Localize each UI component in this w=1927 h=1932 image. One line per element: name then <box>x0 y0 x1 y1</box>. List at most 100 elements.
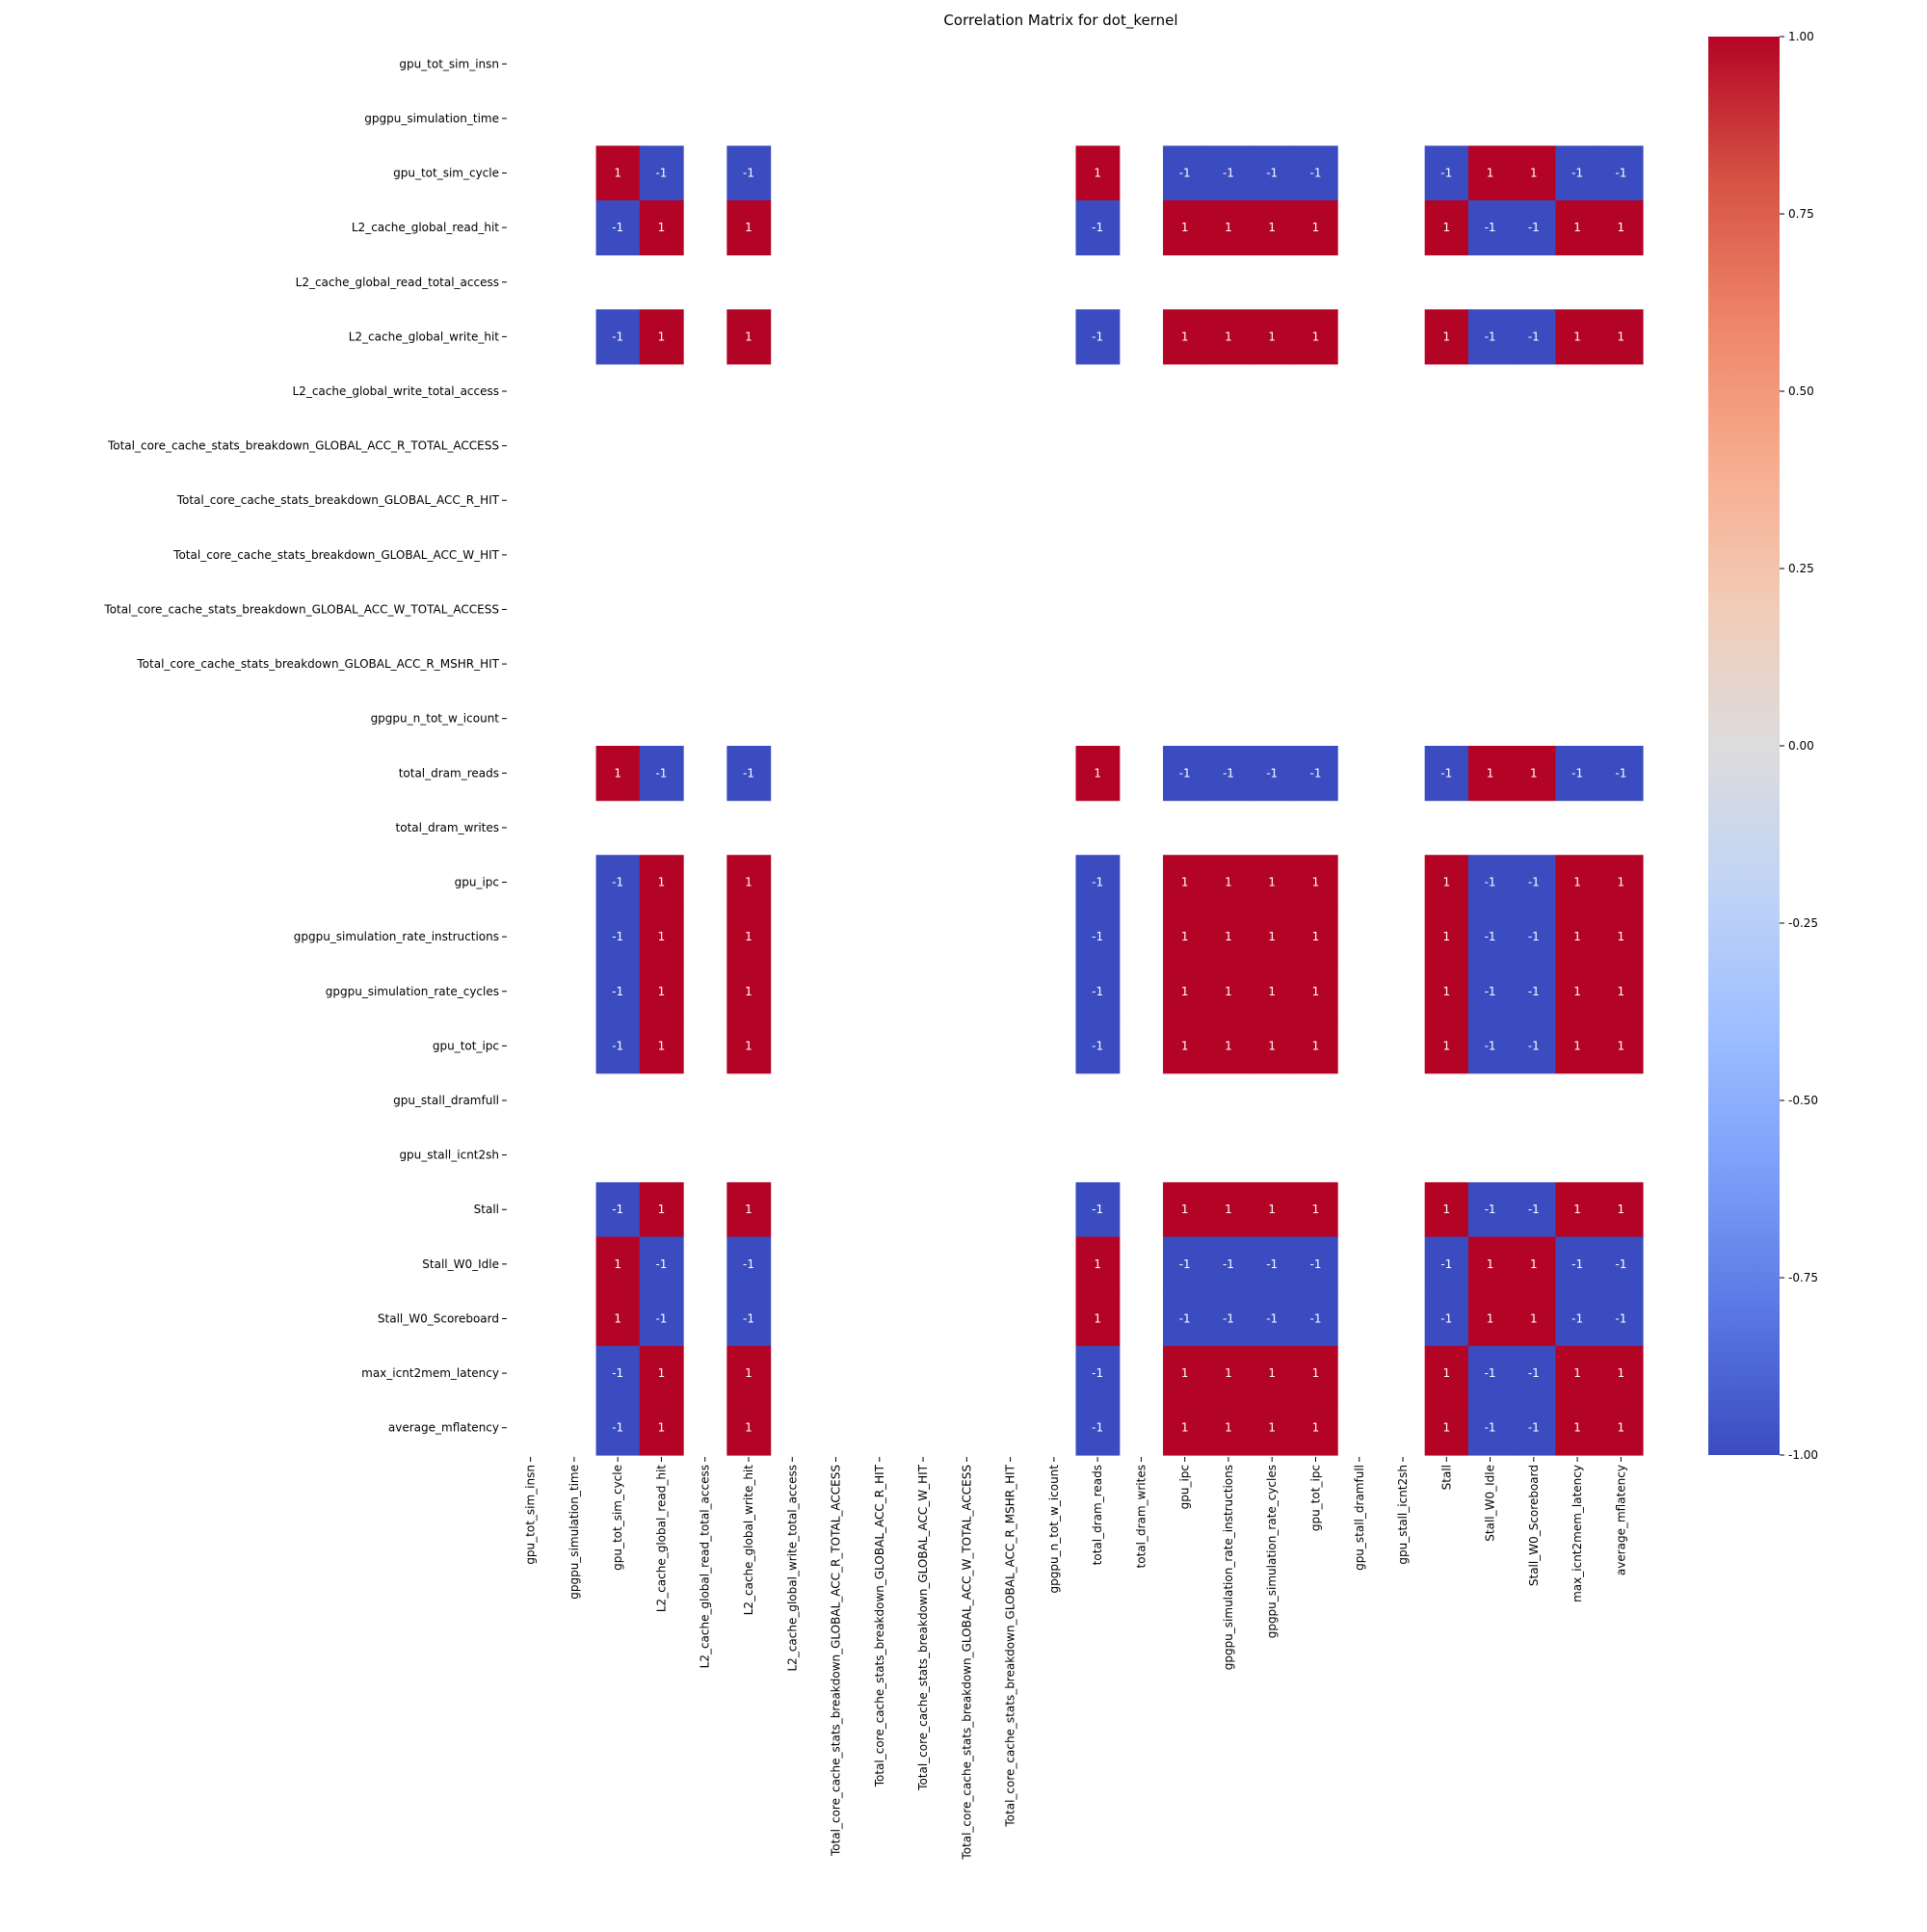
heatmap-cell <box>1555 1400 1600 1456</box>
heatmap-cell <box>595 909 641 966</box>
heatmap-cell <box>1424 1400 1469 1456</box>
cell-annotation: 1 <box>614 1311 621 1325</box>
cell-annotation: 1 <box>1312 1203 1320 1216</box>
heatmap-cell <box>595 1236 641 1292</box>
heatmap-cell <box>1163 146 1207 201</box>
cell-annotation: -1 <box>1092 1203 1103 1216</box>
colorbar: 1.00 0.75 0.50 0.25 0.00 -0.25 -0.50 -0.75 -1.00 <box>1708 30 1818 1462</box>
cell-annotation: -1 <box>1528 985 1540 998</box>
x-tick-label: Stall_W0_Scoreboard <box>1527 1465 1541 1586</box>
colorbar-gradient <box>1708 37 1780 1455</box>
heatmap-cell <box>1512 1236 1557 1292</box>
heatmap-cell <box>726 199 772 256</box>
heatmap-cell <box>1075 146 1121 201</box>
heatmap-cell <box>726 1291 772 1347</box>
heatmap-cell <box>1250 1400 1295 1456</box>
cell-annotation: 1 <box>1618 1421 1625 1435</box>
x-tick-label: L2_cache_global_read_hit <box>654 1465 668 1612</box>
cell-annotation: 1 <box>1312 985 1320 998</box>
cell-annotation: 1 <box>1268 1039 1276 1052</box>
heatmap-cell <box>595 1400 641 1456</box>
heatmap-cell <box>1424 1236 1469 1292</box>
heatmap-cell <box>1293 964 1338 1019</box>
heatmap-cell <box>1424 309 1469 365</box>
cell-annotation: -1 <box>1440 1311 1452 1325</box>
heatmap-cell <box>1163 1291 1207 1347</box>
heatmap-cell <box>1293 1291 1338 1347</box>
cell-annotation: 1 <box>658 221 666 234</box>
heatmap-cell <box>639 964 684 1019</box>
y-tick-label: gpgpu_simulation_time <box>364 112 499 125</box>
heatmap-cell <box>595 746 641 802</box>
heatmap-cell <box>1512 1400 1557 1456</box>
cell-annotation: 1 <box>1312 330 1320 343</box>
heatmap-cell <box>595 1181 641 1238</box>
x-tick-label: Total_core_cache_stats_breakdown_GLOBAL_… <box>1004 1464 1017 1827</box>
y-tick-label: gpu_tot_sim_cycle <box>393 167 499 180</box>
colorbar-tick-label: 0.25 <box>1788 562 1814 575</box>
cell-annotation: -1 <box>1092 1039 1103 1052</box>
heatmap-cell <box>595 1345 641 1401</box>
heatmap-cell <box>1206 746 1252 802</box>
heatmap-cell <box>1424 855 1469 911</box>
cell-annotation: 1 <box>614 766 621 780</box>
cell-annotation: 1 <box>1442 876 1450 889</box>
heatmap-cell <box>1467 1291 1513 1347</box>
heatmap-cell <box>1424 146 1469 201</box>
heatmap-cell <box>1598 1345 1644 1401</box>
cell-annotation: -1 <box>1266 1311 1278 1325</box>
cell-annotation: 1 <box>1618 1366 1625 1380</box>
x-tick-label: gpgpu_simulation_rate_instructions <box>1222 1465 1235 1670</box>
y-tick-label: L2_cache_global_read_hit <box>352 221 499 234</box>
heatmap-cell <box>1075 1236 1121 1292</box>
heatmap-cell <box>1075 199 1121 256</box>
heatmap-cell <box>1163 1400 1207 1456</box>
cell-annotation: 1 <box>1487 766 1494 780</box>
heatmap-cell <box>726 1019 772 1074</box>
heatmap-cell <box>1512 199 1557 256</box>
cell-annotation: -1 <box>1092 876 1103 889</box>
cell-annotation: -1 <box>1440 1257 1452 1271</box>
y-tick-label: L2_cache_global_write_hit <box>349 330 500 343</box>
cell-annotation: 1 <box>1573 330 1581 343</box>
colorbar-tick-label: 1.00 <box>1788 30 1814 43</box>
heatmap-cell <box>1293 146 1338 201</box>
heatmap-cell <box>1598 1236 1644 1292</box>
cell-annotation: -1 <box>1092 985 1103 998</box>
heatmap-cell <box>1250 146 1295 201</box>
heatmap-cell <box>1555 746 1600 802</box>
heatmap-cell <box>1555 964 1600 1019</box>
cell-annotation: -1 <box>1485 1203 1496 1216</box>
cell-annotation: 1 <box>1573 1421 1581 1435</box>
heatmap-cell <box>1467 199 1513 256</box>
heatmap-cell <box>1075 1400 1121 1456</box>
cell-annotation: 1 <box>1530 766 1538 780</box>
colorbar-tick-label: 0.75 <box>1788 207 1814 221</box>
cell-annotation: -1 <box>1266 167 1278 180</box>
x-tick-label: gpu_stall_dramfull <box>1353 1465 1366 1571</box>
colorbar-tick-label: -0.75 <box>1788 1271 1818 1284</box>
cell-annotation: -1 <box>1266 1257 1278 1271</box>
heatmap-cell <box>1163 199 1207 256</box>
heatmap-cell <box>1206 1181 1252 1238</box>
heatmap-cell <box>1598 909 1644 966</box>
heatmap-cell <box>595 855 641 911</box>
y-tick-label: gpgpu_simulation_rate_cycles <box>326 985 499 998</box>
cell-annotation: -1 <box>1179 167 1191 180</box>
cell-annotation: -1 <box>612 1039 623 1052</box>
cell-annotation: -1 <box>1528 876 1540 889</box>
heatmap-cell <box>1250 1291 1295 1347</box>
cell-annotation: 1 <box>1487 167 1494 180</box>
y-tick-label: Total_core_cache_stats_breakdown_GLOBAL_… <box>172 548 499 562</box>
heatmap-cells: 1 -1 -1 1 -1 -1 -1 -1 -1 1 1 -1 -1 -1 1 1 -1 1 1 1 1 1 -1 -1 1 1 -… <box>595 146 1644 1456</box>
cell-annotation: 1 <box>1268 330 1276 343</box>
cell-annotation: -1 <box>1092 930 1103 943</box>
heatmap-cell <box>1598 964 1644 1019</box>
cell-annotation: -1 <box>612 876 623 889</box>
cell-annotation: 1 <box>1268 1366 1276 1380</box>
cell-annotation: -1 <box>1528 1203 1540 1216</box>
cell-annotation: 1 <box>1094 1257 1101 1271</box>
x-axis-ticks: gpu_tot_sim_insn gpgpu_simulation_time gpu… <box>524 1457 1627 1861</box>
cell-annotation: -1 <box>1485 930 1496 943</box>
